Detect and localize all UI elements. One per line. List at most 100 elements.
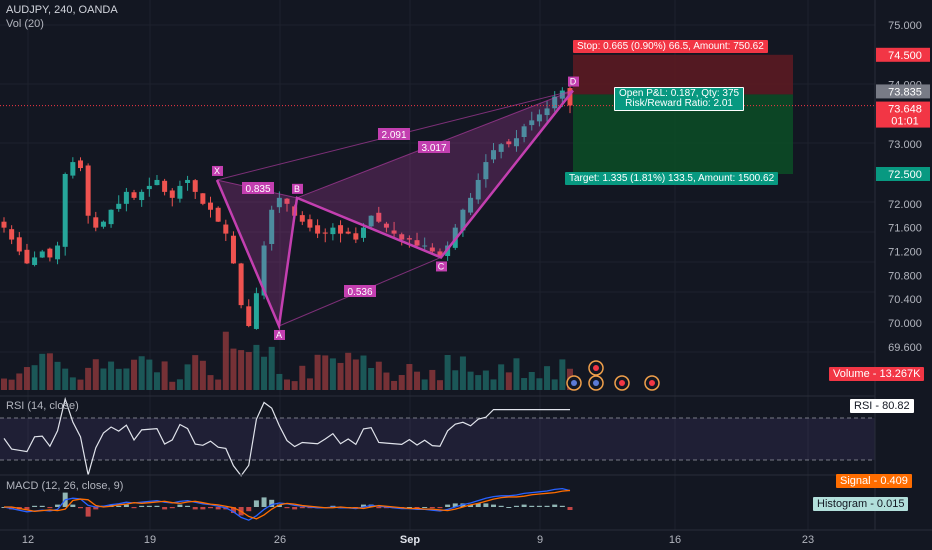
volume-bar [429,369,436,390]
histogram-badge-value: 0.015 [876,498,905,510]
volume-bar [39,353,46,390]
target-label[interactable]: Target: 1.335 (1.81%) 133.5, Amount: 150… [565,172,779,185]
macd-histogram-bar [521,504,527,507]
macd-histogram-bar [93,507,99,510]
volume-bar [368,367,375,390]
macd-histogram-bar [468,504,474,507]
volume-bar [192,355,199,390]
stop-label[interactable]: Stop: 0.665 (0.90%) 66.5, Amount: 750.62 [573,40,768,53]
volume-bar [77,379,84,390]
volume-bar [467,371,474,390]
price-axis[interactable]: 75.00074.50074.00073.83573.64801:0173.00… [874,0,930,530]
candle-body [9,229,15,240]
candle-body [123,191,129,204]
volume-bar [131,359,138,390]
volume-badge-value: 13.267K [879,368,921,380]
volume-bar [505,372,512,390]
candle-body [491,150,497,160]
macd-pane [0,474,875,521]
pattern-point-badge [274,329,285,340]
event-markers[interactable] [566,360,660,391]
macd-histogram-bar [406,507,412,508]
symbol-legend[interactable]: AUDJPY, 240, OANDA [6,4,118,16]
candle-body [1,221,7,228]
volume-bar [46,353,53,390]
candle-body [70,162,76,176]
volume-bar [100,368,107,390]
histogram-badge-label: Histogram [817,498,868,510]
volume-bar [375,361,382,390]
candle-body [32,257,38,265]
price-tick-label: 73.000 [888,139,922,151]
candle-body [62,174,68,247]
volume-bar [146,359,153,390]
candle-body [208,202,214,210]
macd-histogram-bar [77,507,83,509]
candle-body [230,235,236,264]
volume-bar [482,370,489,390]
candle-body [169,190,175,198]
volume-bar [169,381,176,390]
volume-bar [108,361,115,390]
candle-body [376,212,382,222]
macd-legend[interactable]: MACD (12, 26, close, 9) [6,480,124,492]
macd-histogram-bar [70,504,76,507]
macd-histogram-bar [513,505,519,507]
bcd-triangle [297,90,573,258]
volume-bar [69,377,76,390]
histogram-badge: Histogram - 0.015 [813,497,909,511]
pattern-point-label: A [276,330,282,340]
price-candles [1,84,573,330]
macd-histogram-bar [491,504,497,507]
volume-bar [536,378,543,390]
macd-histogram-bar [116,505,122,507]
candle-body [498,144,504,152]
macd-histogram-bar [536,505,542,507]
candle-body [146,185,152,190]
time-axis[interactable]: 12 19 26 Sep 9 16 23 [0,529,932,546]
macd-histogram-bar [284,507,290,509]
candle-body [536,114,542,122]
volume-bar [352,359,359,390]
candle-body [215,207,221,222]
volume-legend[interactable]: Vol (20) [6,18,44,30]
time-tick-label: 23 [802,534,814,546]
volume-bar [551,379,558,390]
event-dot [593,365,599,371]
volume-bar [452,370,459,390]
volume-bar [176,379,183,390]
candle-body [16,237,22,252]
candle-body [437,251,443,258]
volume-bar [406,364,413,390]
macd-histogram-bar [376,507,382,509]
price-tick-label: 71.200 [888,246,922,258]
candle-body [468,197,474,213]
price-tick-label: 72.000 [888,199,922,211]
price-badge [876,101,930,116]
volume-bar [261,356,268,390]
macd-histogram-bar [437,507,443,509]
candle-body [284,198,290,204]
candle-body [315,225,321,234]
candle-body [77,160,83,169]
xab-triangle [217,179,297,326]
open-pl-label[interactable]: Open P&L: 0.187, Qty: 375 Risk/Reward Ra… [614,87,745,111]
time-tick-label: 19 [144,534,156,546]
harmonic-pattern[interactable]: X A B C D 0.835 0.536 2.091 3.017 [212,76,579,340]
volume-bar [215,379,222,390]
candle-body [322,232,328,234]
macd-histogram-bar [200,507,206,510]
macd-histogram-bar [208,507,214,509]
volume-bar [62,368,69,390]
volume-bar [513,358,520,390]
volume-bar [161,361,168,390]
candle-body [391,230,397,234]
candle-body [552,96,558,109]
candle-body [353,233,359,240]
candle-body [192,180,198,192]
rsi-legend[interactable]: RSI (14, close) [6,400,79,412]
risk-reward-text: Risk/Reward Ratio: 2.01 [625,98,733,109]
rsi-pane [0,395,875,477]
candle-body [567,88,573,106]
